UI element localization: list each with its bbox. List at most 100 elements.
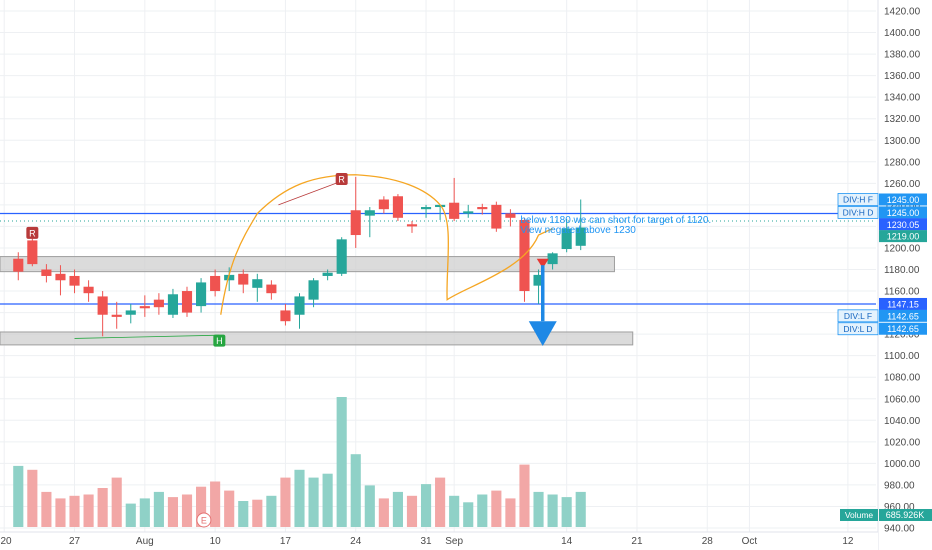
candle-body (561, 228, 572, 250)
candle-body (181, 291, 193, 313)
candle-body (280, 310, 291, 322)
support-zone (0, 331, 634, 346)
y-tick-label: 1160.00 (884, 287, 920, 298)
candle-body (13, 258, 24, 272)
volume-bar (139, 498, 150, 527)
price-tag-label: DIV:L F (844, 311, 872, 321)
candle-body (83, 286, 94, 294)
volume-bar (111, 477, 122, 527)
volume-bar (41, 491, 52, 527)
price-tag-label: DIV:H D (843, 208, 874, 218)
annotation: below 1180 we can short for target of 11… (520, 215, 711, 236)
volume-bar (210, 481, 221, 527)
candle-body (364, 210, 375, 216)
marker-connector (278, 180, 342, 206)
price-tag-box (879, 322, 927, 335)
volume-bar (83, 494, 94, 527)
marker-box (335, 173, 348, 186)
y-tick-label: 1400.00 (884, 28, 921, 39)
down-arrow-head (528, 321, 557, 346)
price-tag-label: DIV:L D (843, 324, 872, 334)
x-tick-label: Sep (445, 536, 463, 547)
price-tag-value: 1147.15 (887, 299, 919, 309)
price-tag-box (879, 193, 927, 206)
volume-bar (97, 488, 108, 527)
volume-bar (125, 503, 136, 527)
y-tick-label: 1200.00 (884, 243, 921, 254)
candle-body (252, 279, 263, 288)
candle-body (238, 273, 249, 285)
candle-body (97, 296, 108, 315)
volume-bar (322, 473, 333, 527)
volume-bar (533, 491, 544, 527)
y-tick-label: 1240.00 (884, 200, 921, 211)
volume-bar (266, 495, 277, 527)
price-tag-label-box (837, 206, 879, 219)
marker-letter: R (338, 175, 345, 185)
y-axis: 940.00 960.00 980.00 1000.00 1020.00 1040.00 1… (884, 7, 921, 535)
price-tag-box (879, 218, 927, 231)
x-tick-label: Aug (136, 536, 154, 547)
y-tick-label: 1260.00 (884, 179, 921, 190)
candle-body (111, 314, 122, 317)
price-tag-label-box (837, 309, 879, 323)
candle-body (420, 207, 432, 210)
y-tick-label: 1100.00 (884, 351, 920, 362)
earnings-marker: E (196, 512, 212, 528)
y-tick-label: 1120.00 (884, 330, 920, 341)
candle-body (533, 274, 544, 286)
x-axis-bg (0, 532, 878, 550)
support-zone (0, 256, 615, 273)
price-tag-value: 1142.65 (887, 324, 919, 334)
y-tick-label: 1000.00 (884, 459, 921, 470)
x-tick-label: 17 (280, 536, 292, 547)
volume-bar (294, 469, 305, 527)
volume-bar (392, 491, 403, 527)
marker-r: R (335, 173, 348, 186)
y-tick-label: 1380.00 (884, 50, 921, 61)
price-tag-box (879, 230, 927, 243)
candle-body (308, 280, 319, 300)
volume-bar (420, 484, 432, 527)
volume-bar (378, 498, 389, 527)
y-tick-label: 1420.00 (884, 7, 921, 18)
price-tag: DIV:H F 1245.00 (837, 193, 927, 206)
volume-bar (406, 495, 418, 527)
volume-bar (364, 485, 375, 527)
price-tag: DIV:L D 1142.65 (837, 322, 927, 336)
y-tick-label: 940.00 (884, 524, 915, 535)
volume-bar (547, 494, 558, 527)
y-tick-label: 980.00 (884, 480, 915, 491)
y-tick-label: 1060.00 (884, 394, 921, 405)
price-tag-label-box (837, 193, 879, 206)
marker-h: H (213, 334, 226, 347)
candle-body (322, 272, 333, 276)
candle-body (336, 239, 347, 274)
price-tag-value: 1142.65 (887, 311, 919, 321)
earnings-marker-letter: E (201, 516, 207, 526)
candle-body (153, 299, 164, 308)
candle-body (41, 269, 52, 276)
volume-bar (575, 491, 586, 527)
price-tag: DIV:H D 1245.00 (837, 206, 927, 219)
volume-bar (167, 497, 179, 527)
volume-bar (69, 495, 80, 527)
price-tag-label-box (837, 322, 879, 336)
price-tag-box (879, 309, 927, 322)
x-tick-label: Oct (742, 536, 758, 547)
price-tag-box (879, 206, 927, 219)
volume-bar (13, 465, 24, 527)
candle-body (210, 275, 221, 292)
volume-bar (435, 477, 446, 527)
candle-body (575, 227, 586, 246)
x-tick-label: 14 (561, 536, 573, 547)
y-tick-label: 960.00 (884, 502, 915, 513)
price-tag-value: 1219.00 (887, 232, 920, 242)
x-tick-label: 21 (631, 536, 643, 547)
volume-series (13, 397, 586, 527)
x-tick-label: 27 (69, 536, 81, 547)
volume-bar (505, 498, 516, 527)
x-tick-label: 28 (702, 536, 714, 547)
